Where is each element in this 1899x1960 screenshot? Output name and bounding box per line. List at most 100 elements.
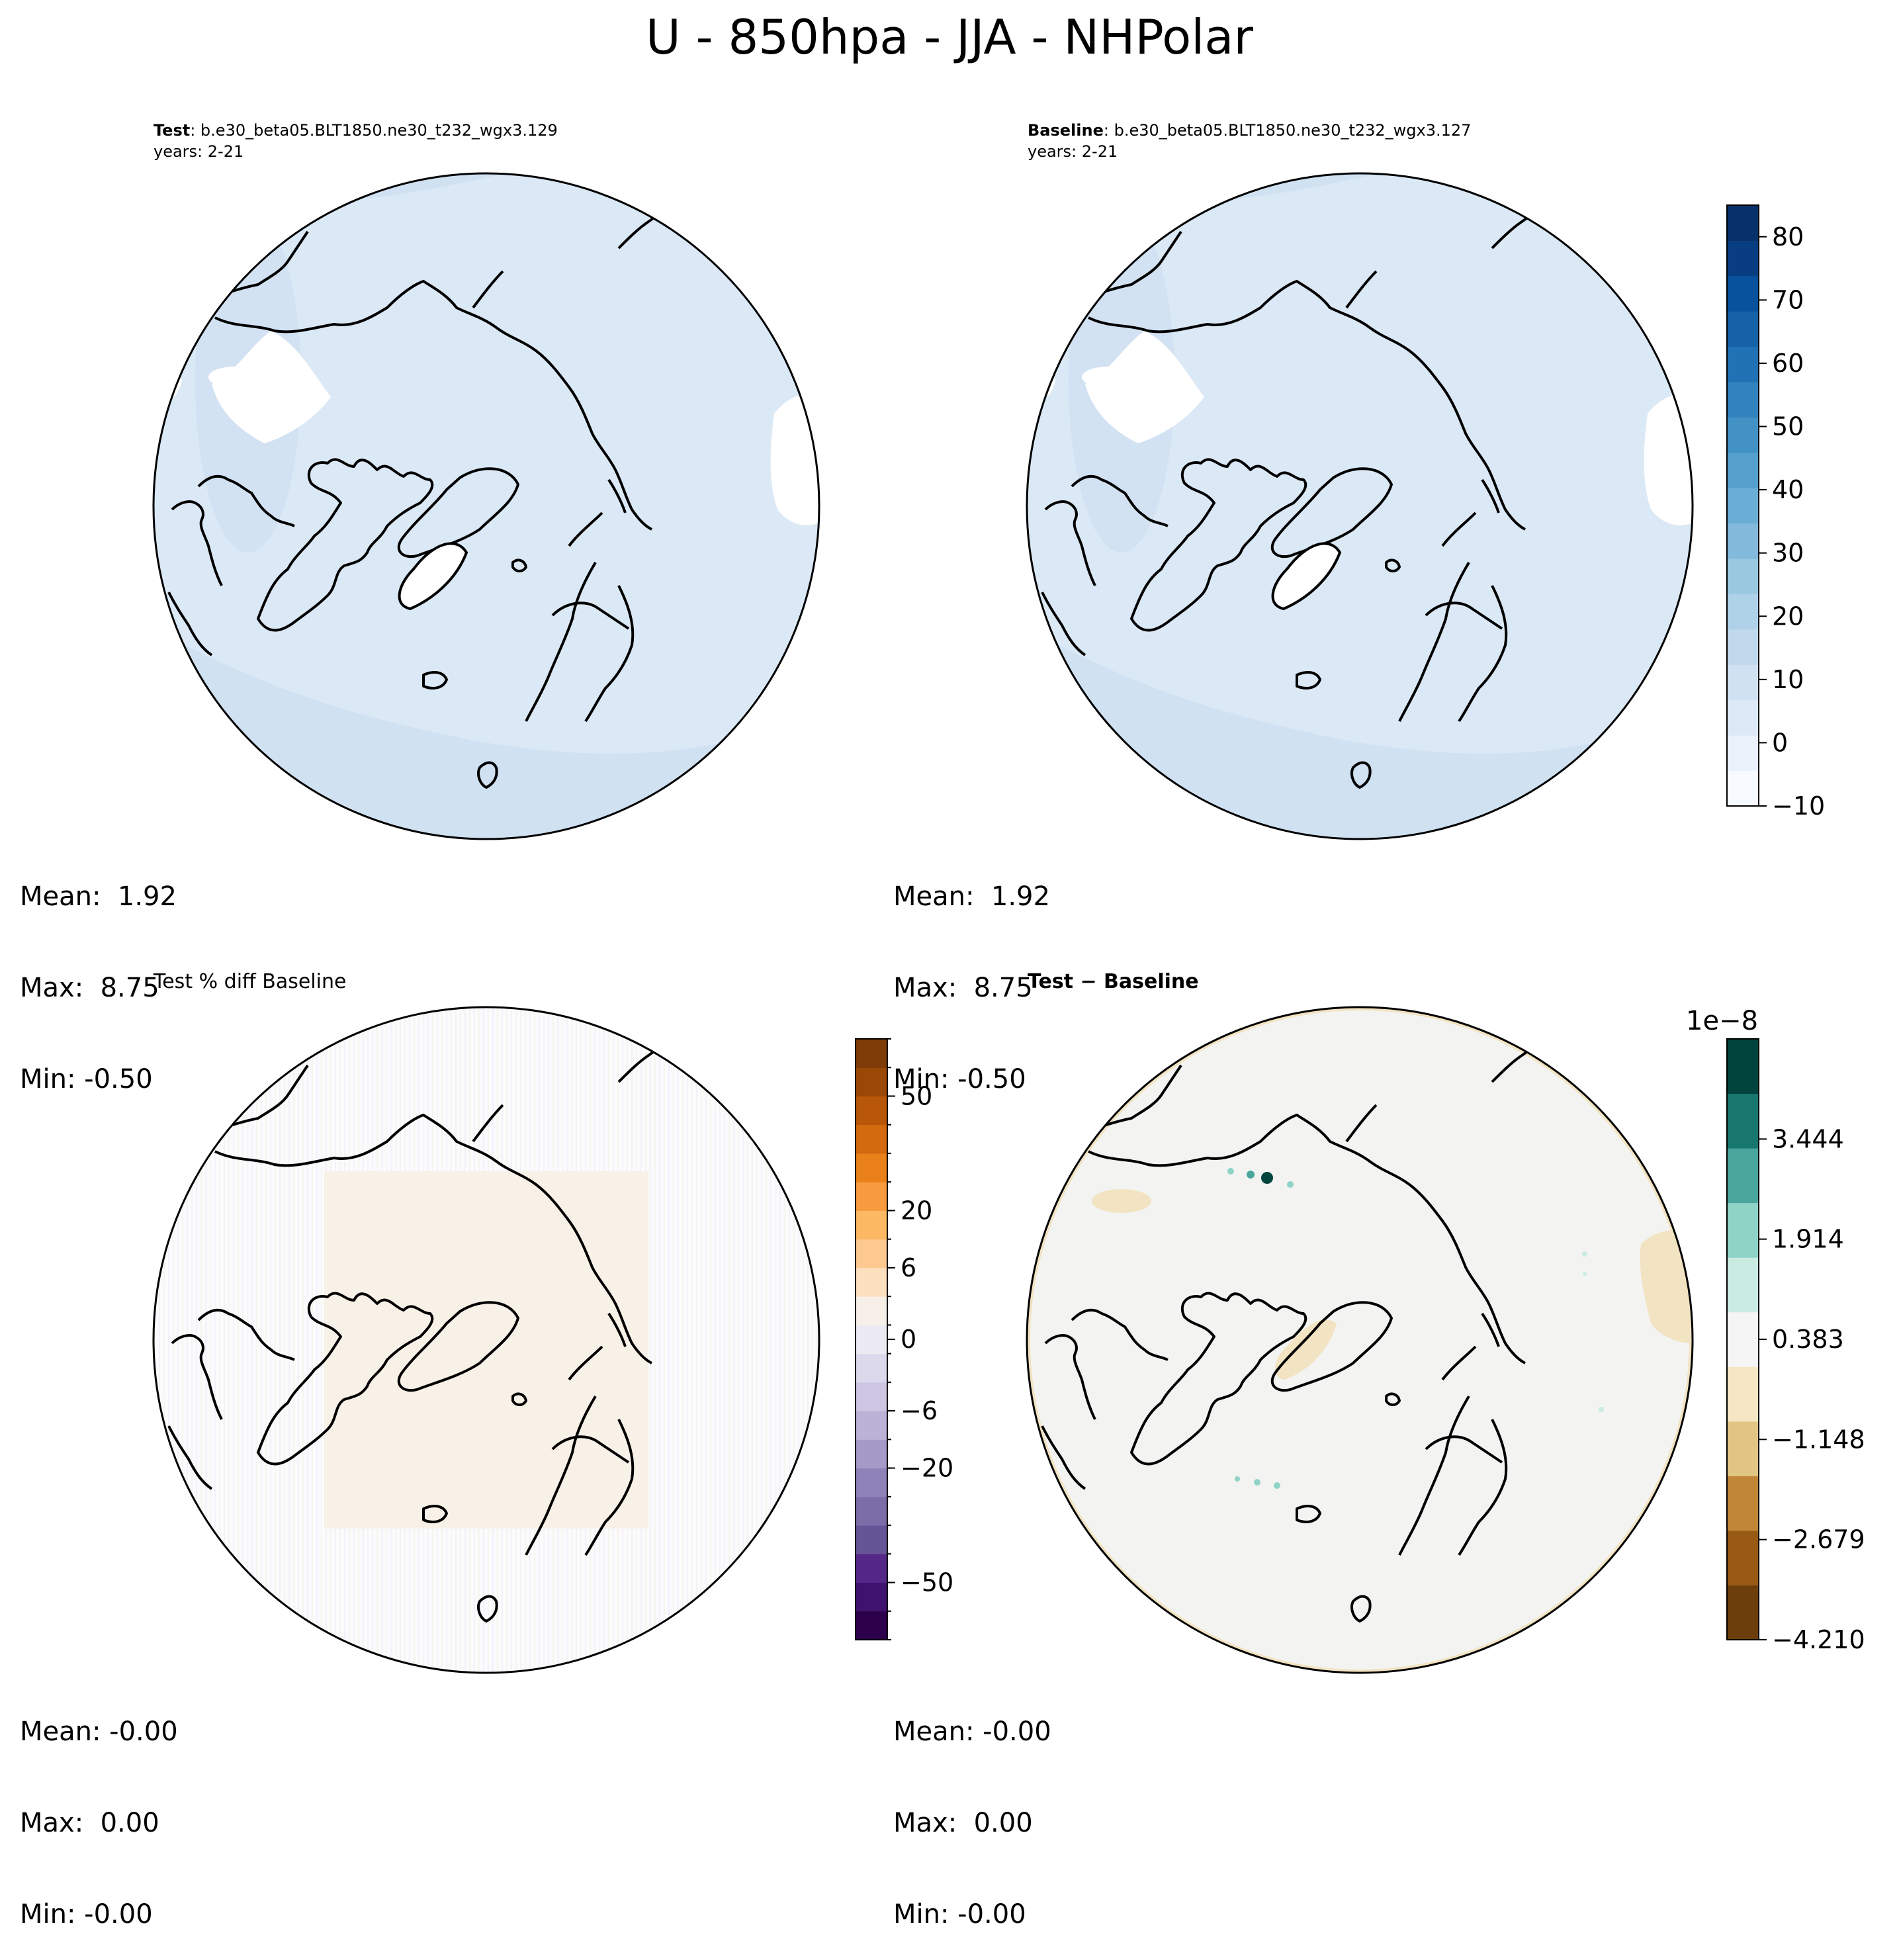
pct-diff-map (152, 1006, 820, 1674)
pct-diff-colorbar-swatch (856, 1554, 887, 1583)
main-colorbar-swatch (1727, 488, 1759, 524)
baseline-map (1026, 172, 1694, 840)
pct-diff-colorbar-swatch (856, 1468, 887, 1497)
pct-diff-colorbar-swatch (856, 1067, 887, 1096)
diff-colorbar-tick-label: −1.148 (1772, 1425, 1865, 1454)
pct-diff-colorbar-swatch (856, 1096, 887, 1126)
pct-diff-colorbar-tick-label: 6 (901, 1253, 916, 1282)
main-colorbar: −10 0 10 20 30 40 50 60 70 80 (1726, 204, 1825, 821)
baseline-max: Max: 8.75 (893, 973, 1033, 1003)
main-colorbar-tick-label: 30 (1772, 539, 1804, 568)
baseline-min: Min: -0.50 (893, 1064, 1026, 1094)
pct-diff-colorbar-swatch (856, 1153, 887, 1182)
pct-diff-colorbar-swatch (856, 1124, 887, 1154)
diff-colorbar-tick-label: 3.444 (1772, 1124, 1844, 1153)
pct-diff-colorbar: −50 −20 −6 0 6 20 50 (855, 1038, 953, 1640)
diff-colorbar-swatch (1727, 1530, 1759, 1585)
pct-diff-colorbar-swatch (856, 1296, 887, 1325)
pct-diff-colorbar-swatch (856, 1439, 887, 1469)
diff-colorbar-swatch (1727, 1366, 1759, 1422)
test-panel-title: Test: b.e30_beta05.BLT1850.ne30_t232_wgx… (154, 120, 558, 162)
pct-diff-colorbar-tick-label: 0 (901, 1325, 916, 1354)
baseline-title-label: Baseline (1028, 121, 1104, 140)
pct-diff-colorbar-tick-label: 50 (901, 1081, 932, 1110)
diff-colorbar-swatch (1727, 1421, 1759, 1476)
diff-colorbar-exponent: 1e−8 (1686, 1006, 1759, 1036)
main-colorbar-swatch (1727, 629, 1759, 665)
diff-map (1026, 1006, 1694, 1674)
main-colorbar-swatch (1727, 240, 1759, 277)
pct-diff-colorbar-swatch (856, 1267, 887, 1297)
diff-colorbar: −4.210 −2.679 −1.148 0.383 1.914 3.444 (1726, 1038, 1865, 1654)
main-colorbar-tick-label: 0 (1772, 728, 1788, 757)
main-colorbar-swatch (1727, 275, 1759, 312)
pct-diff-colorbar-swatch (856, 1239, 887, 1269)
test-stats: Mean: 1.92 Max: 8.75 Min: -0.50 (20, 821, 177, 1125)
pct-diff-colorbar-tick-label: 20 (901, 1196, 932, 1225)
pct-diff-colorbar-tick-label: −6 (901, 1396, 938, 1425)
pct-diff-colorbar-swatch (856, 1611, 887, 1640)
main-colorbar-tick-label: −10 (1772, 791, 1825, 821)
diff-panel-title: Test − Baseline (1028, 971, 1199, 993)
main-colorbar-swatch (1727, 664, 1759, 701)
main-colorbar-swatch (1727, 770, 1759, 807)
diff-min: Min: -0.00 (893, 1899, 1026, 1930)
diff-colorbar-swatch (1727, 1093, 1759, 1149)
test-band-south (154, 629, 819, 839)
diff-colorbar-tick-label: −2.679 (1772, 1525, 1865, 1554)
pct-diff-colorbar-swatch (856, 1411, 887, 1440)
pct-diff-colorbar-swatch (856, 1210, 887, 1240)
test-mean: Mean: 1.92 (20, 881, 177, 912)
main-colorbar-swatch (1727, 452, 1759, 488)
pct-diff-colorbar-swatch (856, 1353, 887, 1383)
main-colorbar-tick-label: 60 (1772, 349, 1804, 378)
main-colorbar-swatch (1727, 594, 1759, 630)
pct-diff-mean: Mean: -0.00 (20, 1716, 178, 1747)
pct-diff-colorbar-swatch (856, 1382, 887, 1411)
test-min: Min: -0.50 (20, 1064, 153, 1094)
diff-colorbar-swatch (1727, 1148, 1759, 1204)
diff-colorbar-swatch (1727, 1476, 1759, 1531)
pct-diff-colorbar-swatch (856, 1496, 887, 1526)
test-map (152, 172, 820, 840)
main-colorbar-swatch (1727, 699, 1759, 736)
pct-diff-panel-title: Test % diff Baseline (154, 970, 347, 993)
diff-colorbar-tick-label: 1.914 (1772, 1225, 1844, 1254)
diff-colorbar-swatch (1727, 1585, 1759, 1640)
main-colorbar-tick-label: 40 (1772, 475, 1804, 504)
main-colorbar-swatch (1727, 558, 1759, 595)
test-years: years: 2-21 (154, 142, 244, 161)
pct-diff-colorbar-swatch (856, 1182, 887, 1211)
diff-mean: Mean: -0.00 (893, 1716, 1051, 1747)
main-colorbar-swatch (1727, 205, 1759, 241)
diff-max: Max: 0.00 (893, 1808, 1033, 1838)
pct-diff-colorbar-tick-label: −20 (901, 1454, 953, 1483)
figure-canvas: −10 0 10 20 30 40 50 60 70 80 −50 −20 −6 0 6 20 50 −4.2… (152, 172, 1865, 1674)
main-colorbar-tick-label: 70 (1772, 285, 1804, 314)
baseline-case-name: : b.e30_beta05.BLT1850.ne30_t232_wgx3.12… (1103, 121, 1472, 140)
main-colorbar-swatch (1727, 346, 1759, 382)
diff-colorbar-swatch (1727, 1202, 1759, 1258)
pct-diff-colorbar-swatch (856, 1525, 887, 1554)
pct-diff-colorbar-swatch (856, 1582, 887, 1612)
main-colorbar-swatch (1727, 735, 1759, 772)
baseline-panel-title: Baseline: b.e30_beta05.BLT1850.ne30_t232… (1028, 120, 1471, 162)
diff-colorbar-tick-label: 0.383 (1772, 1325, 1844, 1354)
main-colorbar-swatch (1727, 523, 1759, 559)
baseline-years: years: 2-21 (1028, 142, 1118, 161)
test-max: Max: 8.75 (20, 973, 159, 1003)
main-colorbar-swatch (1727, 311, 1759, 347)
pct-diff-max: Max: 0.00 (20, 1808, 159, 1838)
diff-colorbar-swatch (1727, 1257, 1759, 1313)
figure-title: U - 850hpa - JJA - NHPolar (646, 9, 1253, 65)
main-colorbar-tick-label: 80 (1772, 222, 1804, 251)
diff-title-label: Test − Baseline (1028, 970, 1199, 993)
diff-colorbar-swatch (1727, 1312, 1759, 1367)
pct-diff-colorbar-swatch (856, 1325, 887, 1355)
main-colorbar-swatch (1727, 382, 1759, 418)
test-title-label: Test (154, 121, 191, 140)
pct-diff-min: Min: -0.00 (20, 1899, 153, 1930)
pct-diff-colorbar-tick-label: −50 (901, 1568, 953, 1597)
pct-diff-colorbar-swatch (856, 1039, 887, 1068)
baseline-mean: Mean: 1.92 (893, 881, 1050, 912)
